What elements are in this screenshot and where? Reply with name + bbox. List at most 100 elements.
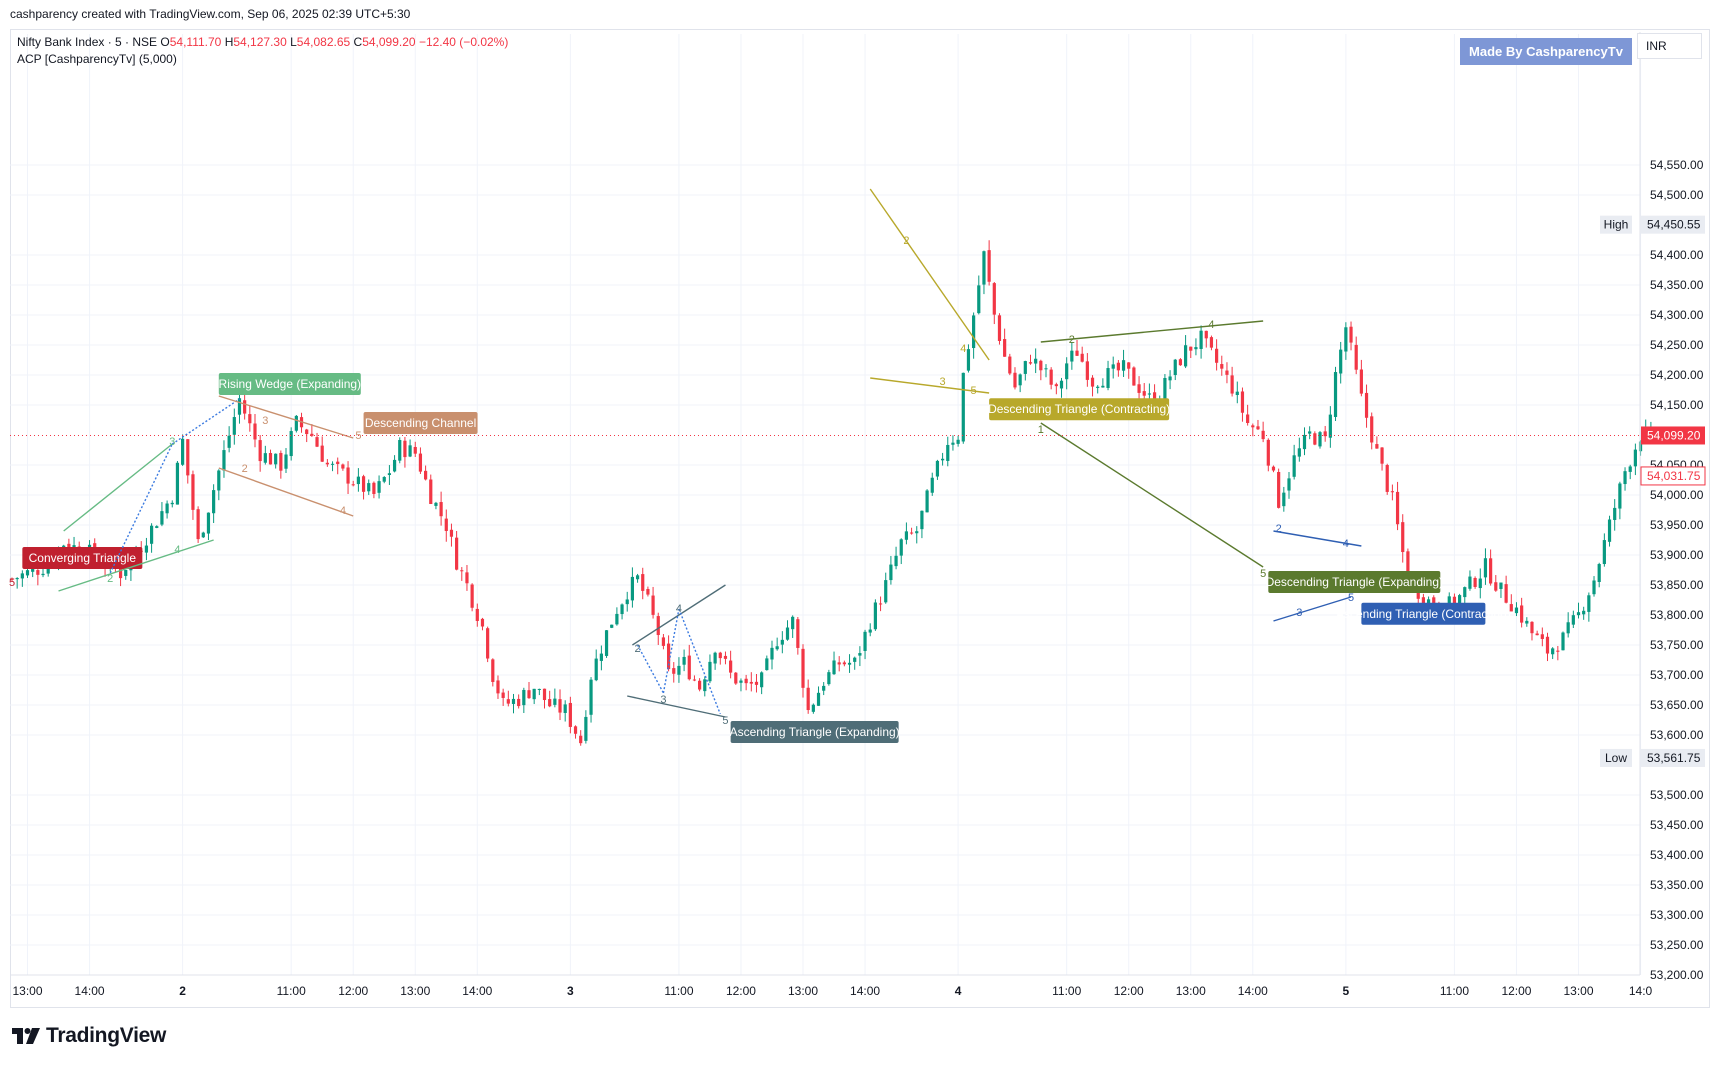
candle-body	[558, 699, 562, 713]
candle-body	[1003, 339, 1007, 357]
zigzag-line	[678, 608, 721, 715]
candle-body	[1561, 632, 1565, 651]
time-tick-label: 14:00	[1238, 984, 1268, 998]
candle-body	[1354, 344, 1358, 370]
pivot-number: 5	[9, 577, 15, 589]
price-tick-label: 53,750.00	[1650, 638, 1704, 652]
time-tick-label: 13:00	[1563, 984, 1593, 998]
pivot-number: 3	[169, 436, 175, 448]
candle-body	[811, 704, 815, 712]
channel-upper-line	[218, 395, 354, 439]
candle-body	[625, 599, 629, 605]
pattern-label: Descending Triangle (Expanding)	[1266, 575, 1443, 589]
candle-body	[387, 473, 392, 475]
candle-body	[1215, 348, 1219, 363]
candle-body	[336, 461, 340, 465]
candle-body	[1075, 350, 1079, 356]
candle-body	[615, 613, 619, 625]
price-tick-label: 53,300.00	[1650, 908, 1704, 922]
pattern-label: Descending Triangle (Contracting)	[988, 402, 1170, 416]
candle-body	[444, 518, 448, 531]
candle-body	[1261, 430, 1265, 440]
candle-body	[837, 662, 841, 665]
pivot-number: 5	[355, 430, 361, 442]
candle-body	[10, 578, 14, 580]
currency-label[interactable]: INR	[1637, 33, 1702, 59]
marker-label-bg	[1600, 215, 1632, 234]
price-tick-label: 54,400.00	[1650, 248, 1704, 262]
tradingview-logo-text: TradingView	[46, 1024, 167, 1047]
candle-body	[1204, 330, 1208, 339]
candle-body	[1587, 595, 1591, 612]
pivot-number: 2	[903, 235, 909, 247]
candle-body	[1308, 431, 1312, 434]
candle-body	[770, 647, 774, 660]
candle-body	[863, 631, 867, 651]
candle-body	[15, 578, 19, 580]
candle-body	[181, 438, 185, 465]
candle-body	[899, 539, 903, 556]
candle-body	[511, 698, 516, 704]
symbol-legend[interactable]: Nifty Bank Index · 5 · NSE O54,111.70 H5…	[17, 35, 508, 49]
pivot-number: 5	[971, 385, 977, 397]
tradingview-logo[interactable]: TradingView	[12, 1024, 166, 1048]
pattern-annotations: Converging Triangle 5 2 3 4 Rising Wedge (Exp…	[9, 188, 1511, 743]
candle-body	[739, 680, 743, 683]
secondary-price-bg	[1640, 466, 1706, 486]
candle-body	[1106, 368, 1110, 388]
asc-exp-upper-line	[632, 584, 726, 646]
candle-body	[149, 525, 154, 544]
pivot-number: 4	[1343, 538, 1349, 550]
pattern-label-bg	[218, 373, 361, 395]
pivot-number: 2	[1069, 334, 1075, 346]
indicator-legend[interactable]: ACP [CashparencyTv] (5,000)	[17, 52, 177, 66]
chart-frame[interactable]	[10, 29, 1710, 1008]
candle-body	[894, 555, 898, 567]
candle-body	[641, 574, 645, 591]
candle-body	[1551, 648, 1555, 655]
wedge-lower-line	[58, 539, 214, 592]
candle-body	[429, 479, 433, 504]
candle-body	[1370, 416, 1374, 443]
candle-body	[729, 660, 733, 673]
candle-body	[1013, 372, 1017, 388]
candle-body	[1065, 363, 1069, 380]
candle-body	[449, 529, 454, 537]
candle-body	[1597, 564, 1601, 582]
candle-body	[522, 689, 526, 706]
time-tick-label: 12:00	[726, 984, 756, 998]
candle-body	[987, 250, 991, 282]
ohlc-low: L54,082.65	[290, 35, 351, 49]
candle-body	[294, 415, 298, 431]
candle-body	[1499, 582, 1503, 589]
candle-body	[1607, 519, 1612, 542]
desc-expanding-upper-line	[1040, 320, 1264, 343]
candle-body	[884, 580, 888, 603]
candle-body	[315, 437, 319, 447]
candle-body	[1375, 444, 1379, 449]
candle-body	[305, 429, 309, 435]
candle-body	[1633, 449, 1637, 467]
candle-body	[175, 462, 180, 505]
candle-body	[806, 687, 810, 711]
candle-body	[1039, 360, 1043, 371]
pattern-label-bg	[22, 547, 143, 569]
candle-body	[568, 702, 572, 727]
candle-body	[930, 477, 934, 493]
pattern-label: Converging Triangle	[29, 551, 137, 565]
candle-body	[237, 398, 242, 415]
zigzag-line	[636, 644, 665, 694]
candle-body	[1494, 582, 1498, 591]
candle-body	[982, 251, 986, 285]
candle-body	[1390, 491, 1394, 493]
pivot-number: 3	[660, 694, 666, 706]
candle-body	[31, 567, 35, 572]
candle-body	[537, 688, 541, 690]
candle-body	[506, 699, 510, 704]
symbol-name[interactable]: Nifty Bank Index · 5 · NSE	[17, 35, 158, 49]
price-tick-label: 53,450.00	[1650, 818, 1704, 832]
time-tick-label: 3	[567, 984, 574, 998]
last-price-value: 54,099.20	[1647, 428, 1701, 442]
zigzag-line	[662, 608, 680, 694]
